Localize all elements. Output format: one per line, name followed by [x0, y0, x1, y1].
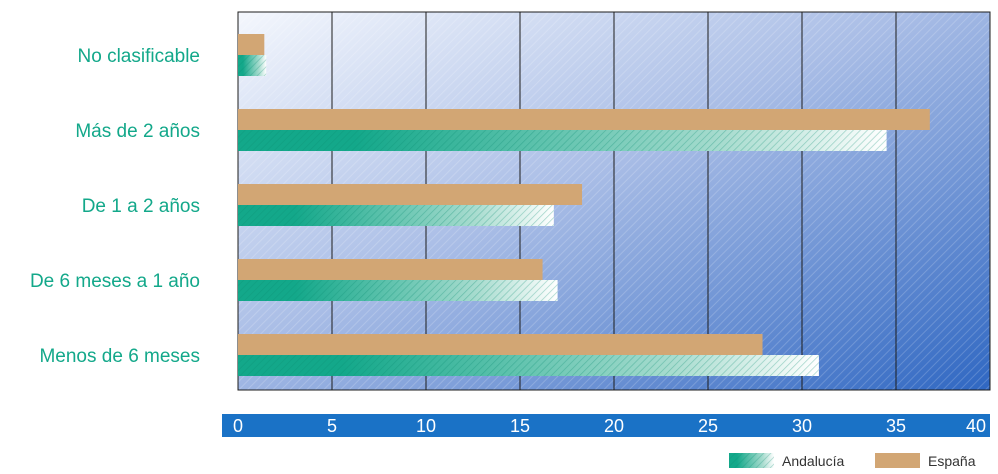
x-tick-label: 5	[327, 416, 337, 436]
x-tick-label: 30	[792, 416, 812, 436]
category-label: Más de 2 años	[75, 121, 200, 142]
legend-label-andalucia: Andalucía	[782, 453, 844, 469]
bar-andalucia-hatch	[238, 130, 887, 151]
x-tick-label: 20	[604, 416, 624, 436]
legend-label-espana: España	[928, 453, 976, 469]
bar-espana	[238, 259, 543, 280]
legend-swatch-espana	[875, 453, 920, 468]
axis-band-background	[222, 414, 990, 437]
bar-andalucia-hatch	[238, 280, 558, 301]
category-label: No clasificable	[78, 46, 201, 67]
x-tick-label: 15	[510, 416, 530, 436]
bar-espana	[238, 109, 930, 130]
bar-espana	[238, 184, 583, 205]
bar-andalucia-hatch	[238, 205, 554, 226]
bars	[238, 34, 930, 376]
bar-espana	[238, 334, 763, 355]
x-tick-label: 0	[233, 416, 243, 436]
bar-andalucia-hatch	[238, 55, 267, 76]
category-label: De 6 meses a 1 año	[30, 271, 200, 292]
x-tick-label: 35	[886, 416, 906, 436]
category-labels: No clasificable Más de 2 años De 1 a 2 año…	[30, 46, 200, 367]
bar-andalucia-hatch	[238, 355, 819, 376]
x-tick-label: 25	[698, 416, 718, 436]
x-tick-label: 40	[966, 416, 986, 436]
bar-espana	[238, 34, 265, 55]
category-label: De 1 a 2 años	[82, 196, 200, 217]
x-axis-band: 0 5 10 15 20 25 30 35 40	[222, 414, 990, 437]
category-label: Menos de 6 meses	[39, 346, 200, 367]
plot-area	[237, 11, 991, 391]
legend: Andalucía España	[729, 453, 976, 469]
legend-swatch-andalucia-hatch	[729, 453, 774, 468]
x-tick-label: 10	[416, 416, 436, 436]
